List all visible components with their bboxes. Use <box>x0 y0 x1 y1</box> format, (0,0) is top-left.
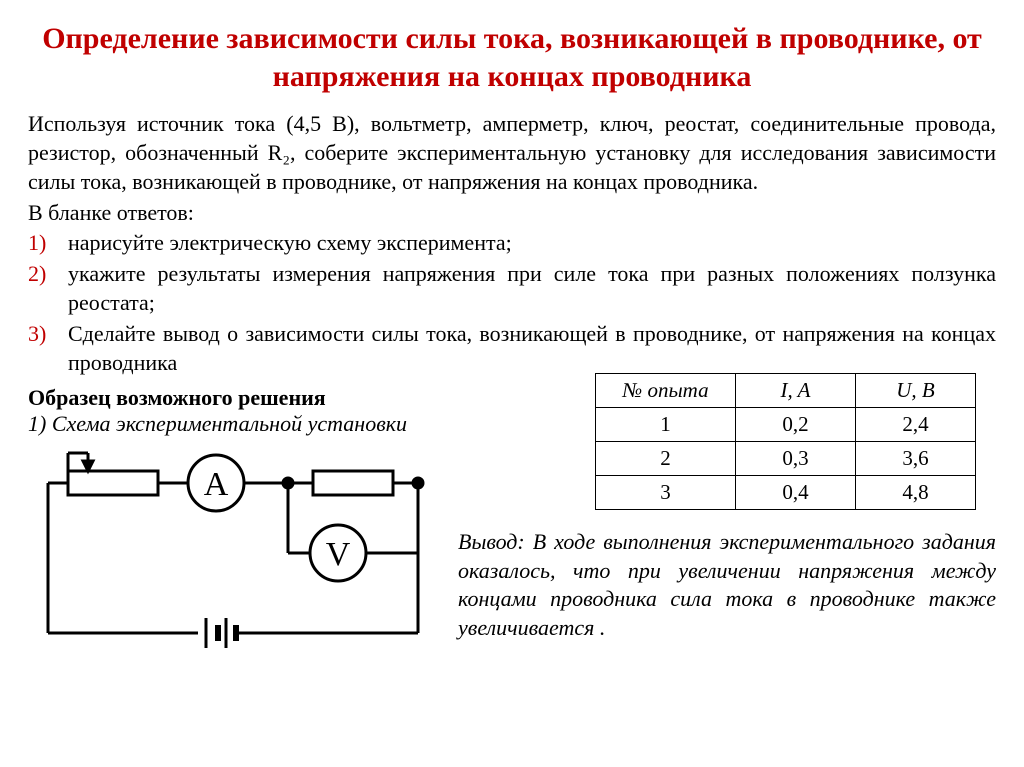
cell: 4,8 <box>856 476 976 510</box>
cell: 2 <box>596 442 736 476</box>
table-row: 3 0,4 4,8 <box>596 476 976 510</box>
page-title: Определение зависимости силы тока, возни… <box>28 20 996 95</box>
table-row: 1 0,2 2,4 <box>596 408 976 442</box>
conclusion-text: Вывод: В ходе выполнения экспериментальн… <box>458 528 996 642</box>
steps-list: 1)нарисуйте электрическую схему эксперим… <box>28 228 996 377</box>
step-text: нарисуйте электрическую схему эксперимен… <box>68 230 512 255</box>
col-header: № опыта <box>596 374 736 408</box>
step-text: укажите результаты измерения напряжения … <box>68 261 996 315</box>
step-num: 3) <box>28 319 62 348</box>
table-row: 2 0,3 3,6 <box>596 442 976 476</box>
col-header: U, В <box>856 374 976 408</box>
cell: 1 <box>596 408 736 442</box>
cell: 0,4 <box>736 476 856 510</box>
cell: 3 <box>596 476 736 510</box>
list-item: 3)Сделайте вывод о зависимости силы тока… <box>68 319 996 377</box>
step-num: 2) <box>28 259 62 288</box>
list-item: 1)нарисуйте электрическую схему эксперим… <box>68 228 996 257</box>
cell: 3,6 <box>856 442 976 476</box>
step-text: Сделайте вывод о зависимости силы тока, … <box>68 321 996 375</box>
voltmeter-label: V <box>326 536 351 573</box>
cell: 0,2 <box>736 408 856 442</box>
step-num: 1) <box>28 228 62 257</box>
table-header-row: № опыта I, A U, В <box>596 374 976 408</box>
cell: 0,3 <box>736 442 856 476</box>
list-item: 2)укажите результаты измерения напряжени… <box>68 259 996 317</box>
cell: 2,4 <box>856 408 976 442</box>
circuit-diagram: A V <box>28 443 438 653</box>
task-text: Используя источник тока (4,5 В), вольтме… <box>28 109 996 196</box>
answers-head: В бланке ответов: <box>28 200 996 226</box>
data-table: № опыта I, A U, В 1 0,2 2,4 2 0,3 3,6 3 <box>595 373 976 510</box>
col-header: I, A <box>736 374 856 408</box>
ammeter-label: A <box>204 466 229 503</box>
